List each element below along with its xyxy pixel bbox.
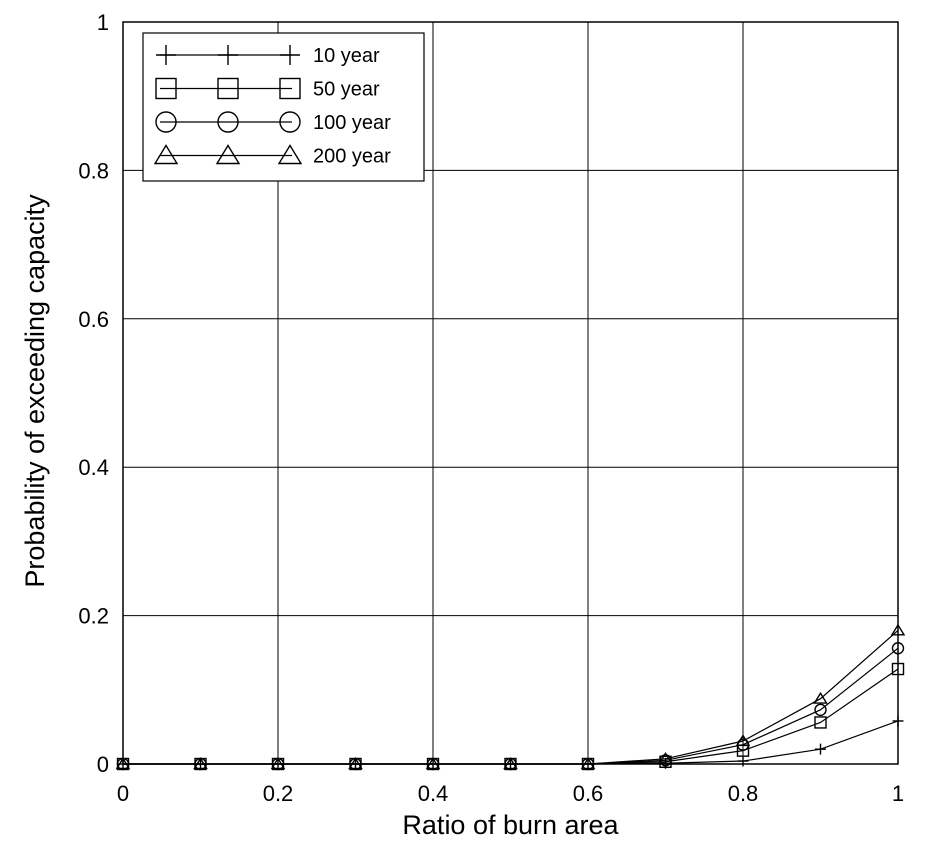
point-plus — [815, 743, 826, 755]
legend-marker-circle — [155, 111, 177, 133]
y-tick-labels: 0 0.2 0.4 0.6 0.8 1 — [78, 10, 109, 777]
series-lines — [123, 629, 899, 765]
legend-label: 100 year — [313, 112, 391, 134]
x-tick-label: 0.8 — [728, 781, 759, 806]
legend-label: 50 year — [313, 79, 380, 101]
series-line-circle — [123, 647, 899, 765]
x-tick-label: 0.6 — [573, 781, 604, 806]
series-line-square — [123, 668, 899, 765]
x-tick-labels: 0 0.2 0.4 0.6 0.8 1 — [117, 781, 904, 806]
y-tick-label: 0 — [97, 752, 109, 777]
legend-marker-plus — [156, 45, 176, 65]
x-tick-label: 0.2 — [263, 781, 294, 806]
legend-label: 200 year — [313, 146, 391, 168]
legend-marker-plus — [280, 45, 300, 65]
y-tick-label: 0.4 — [78, 455, 109, 480]
point-square — [814, 716, 827, 729]
point-triangle — [658, 751, 673, 764]
legend-marker-circle — [217, 111, 239, 133]
legend-marker-plus — [218, 45, 238, 65]
legend-marker-triangle — [215, 144, 241, 165]
x-tick-label: 0 — [117, 781, 129, 806]
legend-marker-triangle — [277, 144, 303, 165]
legend-marker-square — [217, 77, 239, 100]
point-circle — [814, 703, 827, 717]
y-tick-label: 1 — [97, 10, 109, 35]
legend-marker-triangle — [153, 144, 179, 165]
series-markers — [115, 623, 906, 771]
point-triangle — [735, 734, 751, 747]
legend-marker-square — [155, 77, 177, 100]
legend: 10 year 50 year 100 year 200 year — [142, 32, 425, 182]
plot-frame — [122, 21, 899, 765]
y-tick-label: 0.8 — [78, 158, 109, 183]
legend-marker-square — [279, 77, 301, 100]
y-tick-label: 0.6 — [78, 307, 109, 332]
x-axis-label: Ratio of burn area — [402, 810, 619, 840]
legend-label: 10 year — [313, 45, 380, 67]
point-circle — [659, 754, 672, 767]
series-line-triangle — [123, 629, 899, 765]
point-plus — [737, 755, 749, 767]
x-tick-label: 1 — [892, 781, 904, 806]
legend-marker-circle — [279, 111, 301, 133]
y-tick-label: 0.2 — [78, 604, 109, 629]
y-axis-label: Probability of exceeding capacity — [20, 194, 50, 588]
x-tick-label: 0.4 — [418, 781, 449, 806]
point-triangle — [813, 691, 828, 704]
